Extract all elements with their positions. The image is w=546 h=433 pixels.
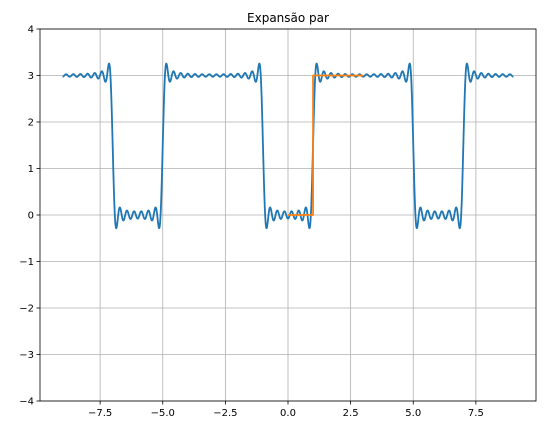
x-tick-label: −2.5 [213, 408, 237, 419]
y-tick-label: 2 [28, 118, 34, 129]
chart-title: Expansão par [247, 11, 329, 25]
y-tick-label: 0 [28, 211, 34, 222]
series-line-1 [61, 62, 515, 230]
y-tick-label: −1 [19, 257, 34, 268]
x-tick-label: −5.0 [151, 408, 175, 419]
y-axis: −4 −3 −2 −1 0 1 2 3 4 [19, 25, 40, 408]
grid [40, 28, 536, 402]
x-axis: −7.5 −5.0 −2.5 0.0 2.5 5.0 7.5 [88, 401, 484, 419]
y-tick-label: 3 [28, 71, 34, 82]
y-tick-label: 1 [28, 164, 34, 175]
x-tick-label: 7.5 [468, 408, 484, 419]
y-tick-label: −3 [19, 350, 34, 361]
x-tick-label: 2.5 [343, 408, 359, 419]
y-tick-label: −2 [19, 304, 34, 315]
x-tick-label: 0.0 [280, 408, 296, 419]
y-tick-label: −4 [19, 397, 34, 408]
series-line-2 [288, 74, 364, 216]
x-tick-label: −7.5 [88, 408, 112, 419]
series-group [61, 62, 515, 230]
y-tick-label: 4 [28, 25, 34, 36]
x-tick-label: 5.0 [405, 408, 421, 419]
